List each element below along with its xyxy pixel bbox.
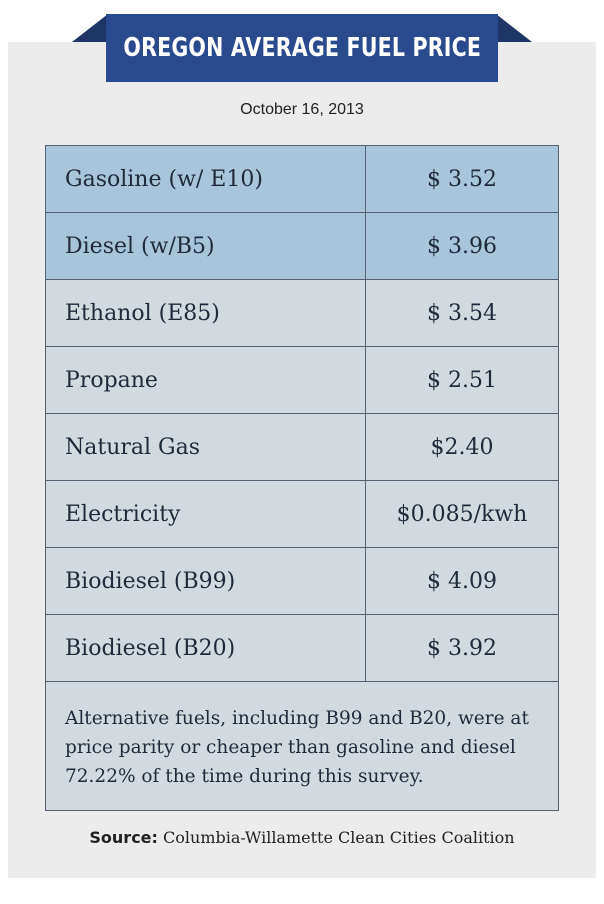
fuel-price-cell: $2.40 [430, 434, 494, 460]
fuel-name-cell: Diesel (w/B5) [46, 213, 366, 279]
fuel-price-cell: $ 2.51 [427, 367, 497, 393]
table-row: Diesel (w/B5) $ 3.96 [46, 213, 558, 280]
table-row: Biodiesel (B99) $ 4.09 [46, 548, 558, 615]
title-banner: OREGON AVERAGE FUEL PRICE [106, 14, 498, 82]
fuel-price-cell: $ 3.54 [427, 300, 497, 326]
fuel-name-cell: Ethanol (E85) [46, 280, 366, 346]
fuel-name-cell: Propane [46, 347, 366, 413]
fuel-name-cell: Electricity [46, 481, 366, 547]
source-text: Columbia-Willamette Clean Cities Coaliti… [163, 828, 515, 847]
table-row: Biodiesel (B20) $ 3.92 [46, 615, 558, 682]
ribbon-fold-right [496, 14, 532, 42]
fuel-price-cell: $ 3.92 [427, 635, 497, 661]
table-row: Ethanol (E85) $ 3.54 [46, 280, 558, 347]
fuel-price-cell: $ 4.09 [427, 568, 497, 594]
table-row: Natural Gas $2.40 [46, 414, 558, 481]
table-row: Gasoline (w/ E10) $ 3.52 [46, 146, 558, 213]
survey-date: October 16, 2013 [240, 101, 364, 118]
table-footnote: Alternative fuels, including B99 and B20… [46, 682, 558, 810]
page-title: OREGON AVERAGE FUEL PRICE [123, 33, 481, 63]
source-label: Source: [89, 828, 158, 847]
source-line: Source: Columbia-Willamette Clean Cities… [0, 828, 604, 847]
fuel-price-cell: $ 3.96 [427, 233, 497, 259]
table-row: Electricity $0.085/kwh [46, 481, 558, 548]
title-ribbon: OREGON AVERAGE FUEL PRICE [0, 0, 604, 110]
fuel-name-cell: Natural Gas [46, 414, 366, 480]
fuel-price-cell: $ 3.52 [427, 166, 497, 192]
ribbon-fold-left [72, 14, 108, 42]
fuel-name-cell: Gasoline (w/ E10) [46, 146, 366, 212]
fuel-name-cell: Biodiesel (B20) [46, 615, 366, 681]
fuel-price-table: Gasoline (w/ E10) $ 3.52 Diesel (w/B5) $ 3.… [45, 145, 559, 811]
fuel-price-cell: $0.085/kwh [396, 501, 528, 527]
fuel-name-cell: Biodiesel (B99) [46, 548, 366, 614]
table-row: Propane $ 2.51 [46, 347, 558, 414]
